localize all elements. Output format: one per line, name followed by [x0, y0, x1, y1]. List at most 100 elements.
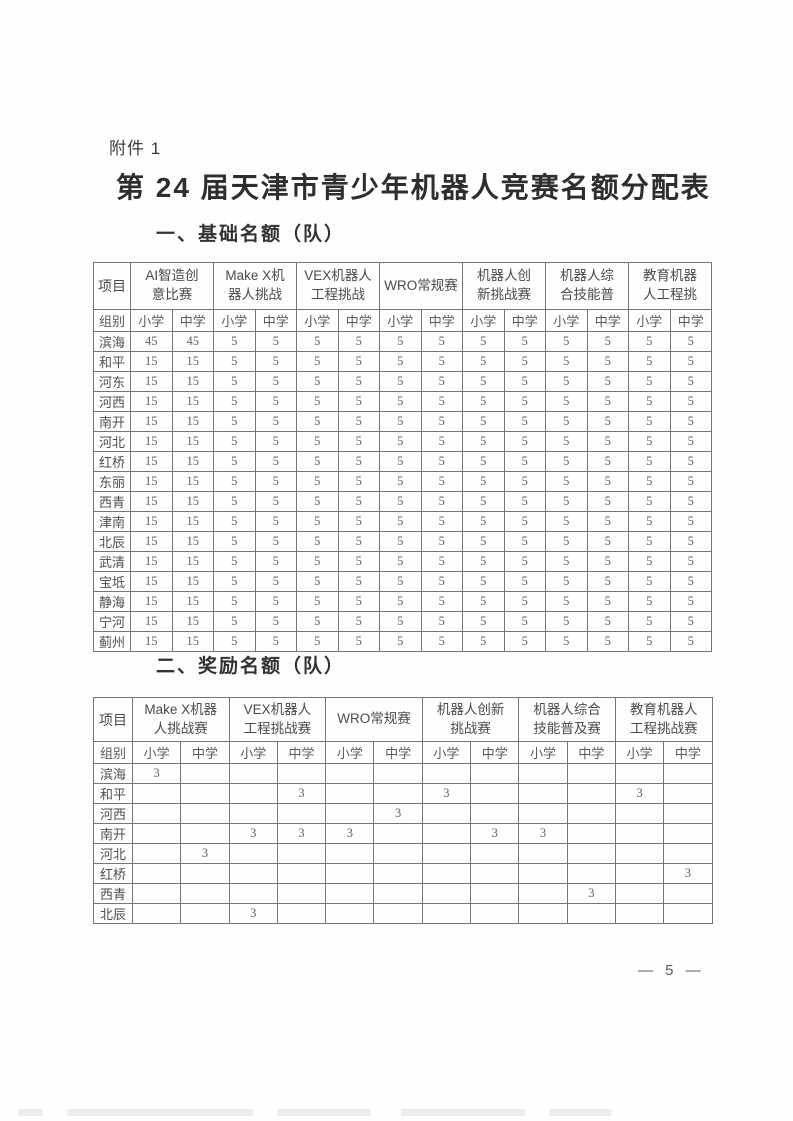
quota-cell: 5	[669, 511, 712, 532]
quota-cell: 5	[462, 511, 505, 532]
school-level-label: 中学	[373, 741, 423, 764]
quota-cell: 5	[669, 431, 712, 452]
district-label: 武清	[93, 551, 131, 572]
quota-cell: 15	[130, 511, 173, 532]
quota-cell: 5	[545, 531, 588, 552]
quota-cell: 3	[276, 823, 327, 844]
school-level-label: 小学	[628, 309, 671, 332]
quota-cell	[663, 803, 713, 824]
competition-header: VEX机器人 工程挑战	[296, 262, 380, 310]
quota-cell: 5	[669, 551, 712, 572]
quota-cell: 5	[586, 451, 629, 472]
quota-cell: 5	[586, 371, 629, 392]
quota-cell	[421, 823, 472, 844]
quota-cell: 5	[379, 351, 422, 372]
quota-cell: 5	[337, 351, 380, 372]
quota-cell: 5	[503, 491, 546, 512]
quota-cell: 5	[586, 471, 629, 492]
quota-cell	[470, 843, 520, 864]
quota-cell: 5	[628, 351, 671, 372]
quota-cell: 5	[545, 351, 588, 372]
quota-cell	[373, 903, 423, 924]
quota-cell: 15	[171, 551, 214, 572]
table-row: 河西 15 15 5 5 5 5 5 5 5 5 5 5 5 5	[93, 391, 712, 412]
scan-artifact	[18, 1109, 636, 1116]
quota-cell: 5	[586, 611, 629, 632]
competition-header: 教育机器 人工程挑	[628, 262, 712, 310]
quota-cell	[180, 803, 230, 824]
quota-cell: 5	[420, 391, 463, 412]
quota-cell: 5	[379, 451, 422, 472]
table-row: 宁河 15 15 5 5 5 5 5 5 5 5 5 5 5 5	[93, 611, 712, 632]
quota-cell	[325, 903, 375, 924]
quota-cell	[325, 763, 375, 784]
quota-cell: 5	[379, 531, 422, 552]
quota-cell: 5	[420, 611, 463, 632]
quota-cell	[566, 803, 616, 824]
quota-cell: 15	[130, 611, 173, 632]
quota-cell	[373, 763, 423, 784]
quota-cell: 5	[254, 451, 297, 472]
quota-cell: 5	[296, 471, 339, 492]
quota-cell	[131, 823, 182, 844]
quota-cell	[276, 763, 327, 784]
district-label: 河东	[93, 371, 131, 392]
quota-cell: 15	[130, 631, 173, 652]
quota-cell	[228, 863, 278, 884]
quota-cell	[518, 763, 568, 784]
quota-cell: 15	[130, 431, 173, 452]
quota-cell: 5	[503, 591, 546, 612]
quota-cell	[518, 863, 568, 884]
district-label: 宁河	[93, 611, 131, 632]
quota-cell: 5	[669, 531, 712, 552]
table-row: 武清 15 15 5 5 5 5 5 5 5 5 5 5 5 5	[93, 551, 712, 572]
quota-cell: 5	[586, 591, 629, 612]
subheader-row: 组别 小学 中学 小学 中学 小学 中学 小学 中学 小学 中学 小学 中学 小学 中学	[93, 309, 712, 332]
quota-cell: 5	[586, 631, 629, 652]
quota-cell: 5	[462, 591, 505, 612]
quota-cell	[276, 803, 327, 824]
school-level-label: 中学	[470, 741, 520, 764]
quota-cell: 3	[228, 823, 278, 844]
quota-cell	[180, 823, 230, 844]
quota-cell: 5	[379, 411, 422, 432]
quota-cell: 5	[462, 631, 505, 652]
quota-cell: 5	[420, 471, 463, 492]
quota-cell: 5	[462, 371, 505, 392]
quota-cell: 5	[254, 431, 297, 452]
quota-cell	[614, 763, 665, 784]
quota-cell: 5	[628, 531, 671, 552]
quota-cell	[325, 883, 375, 904]
quota-cell: 5	[628, 491, 671, 512]
competition-header: WRO常规赛	[325, 697, 423, 742]
quota-cell: 5	[503, 391, 546, 412]
quota-cell: 45	[130, 331, 173, 352]
quota-cell: 15	[171, 611, 214, 632]
district-label: 南开	[93, 411, 131, 432]
table-row: 北辰 3	[93, 903, 713, 924]
quota-cell: 5	[462, 331, 505, 352]
school-level-label: 小学	[296, 309, 339, 332]
table-row: 东丽 15 15 5 5 5 5 5 5 5 5 5 5 5 5	[93, 471, 712, 492]
quota-cell: 5	[254, 491, 297, 512]
quota-cell: 5	[420, 431, 463, 452]
quota-cell: 5	[669, 491, 712, 512]
school-level-label: 小学	[545, 309, 588, 332]
reward-quota-table: 项目 Make X机器 人挑战赛 VEX机器人 工程挑战赛 WRO常规赛 机器人创新 挑战赛机…	[93, 697, 713, 924]
quota-cell: 5	[462, 431, 505, 452]
quota-cell: 5	[545, 331, 588, 352]
quota-cell: 3	[421, 783, 472, 804]
quota-cell: 5	[669, 451, 712, 472]
district-label: 河北	[93, 431, 131, 452]
quota-cell: 5	[213, 491, 256, 512]
quota-cell: 15	[171, 491, 214, 512]
quota-cell: 5	[503, 531, 546, 552]
quota-cell: 5	[254, 331, 297, 352]
quota-cell: 5	[337, 331, 380, 352]
quota-cell	[373, 783, 423, 804]
quota-cell	[131, 803, 182, 824]
page-number: — 5 —	[638, 962, 705, 979]
quota-cell: 15	[171, 411, 214, 432]
district-label: 河西	[93, 803, 133, 824]
